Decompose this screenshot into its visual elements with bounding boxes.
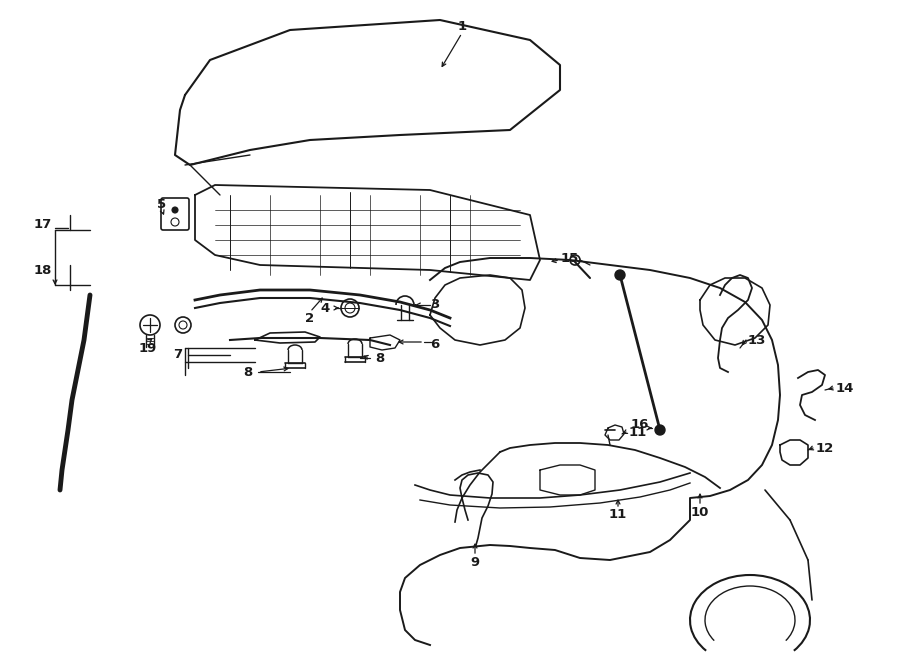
Circle shape [655, 425, 665, 435]
Text: 9: 9 [471, 555, 480, 568]
Text: 8: 8 [243, 366, 253, 379]
Text: 18: 18 [34, 264, 52, 276]
Text: 4: 4 [320, 301, 329, 315]
Text: 10: 10 [691, 506, 709, 518]
Text: 2: 2 [305, 311, 315, 325]
Text: 7: 7 [174, 348, 183, 362]
Text: 17: 17 [34, 219, 52, 231]
FancyBboxPatch shape [161, 198, 189, 230]
Circle shape [172, 207, 178, 213]
Text: 12: 12 [816, 442, 834, 455]
Text: 16: 16 [631, 418, 649, 432]
Text: 6: 6 [430, 338, 439, 352]
Text: 13: 13 [748, 334, 766, 346]
Text: 1: 1 [457, 20, 466, 34]
Text: 8: 8 [375, 352, 384, 364]
Text: 19: 19 [139, 342, 158, 354]
Text: 15: 15 [561, 251, 579, 264]
Text: 11: 11 [609, 508, 627, 522]
Circle shape [615, 270, 625, 280]
Text: 14: 14 [836, 381, 854, 395]
Text: 3: 3 [430, 299, 439, 311]
Text: 5: 5 [158, 198, 166, 212]
Text: 11: 11 [629, 426, 647, 438]
